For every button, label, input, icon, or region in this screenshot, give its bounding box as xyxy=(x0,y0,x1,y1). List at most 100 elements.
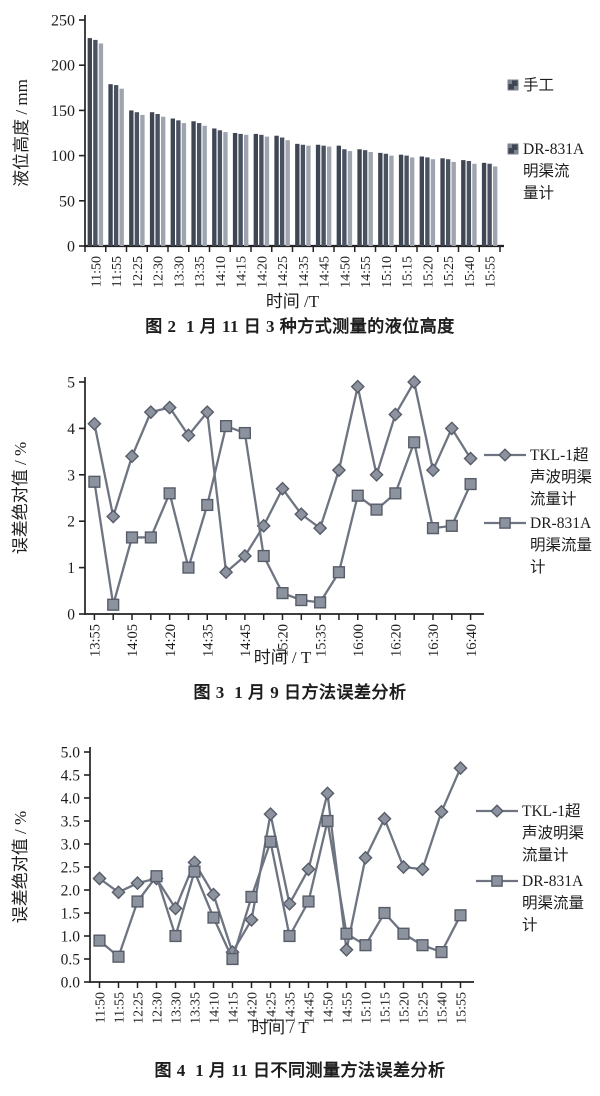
x-tick-label: 14:20 xyxy=(255,256,270,288)
x-tick-label: 14:50 xyxy=(322,992,337,1024)
y-tick-label: 4.0 xyxy=(61,791,81,808)
marker-diamond-icon xyxy=(275,481,290,496)
figure-3-line-chart: 0 1 2 3 4 5 13:55 14:05 14:20 14:35 14:45 15:20 15:3… xyxy=(0,364,600,706)
bar xyxy=(285,140,290,246)
x-axis-title: 时间 / T xyxy=(251,1018,309,1037)
bar xyxy=(155,114,160,247)
x-tick-label: 14:45 xyxy=(238,624,254,657)
bar xyxy=(253,133,258,246)
y-axis-title: 误差绝对值 / % xyxy=(11,442,30,554)
bar xyxy=(440,158,445,246)
bar xyxy=(217,130,223,246)
x-tick-label: 12:30 xyxy=(151,992,166,1024)
bar xyxy=(327,146,332,246)
x-tick-label: 15:15 xyxy=(401,256,416,288)
marker-square-icon xyxy=(340,927,353,940)
y-tick-label: 5 xyxy=(67,375,75,392)
x-tick-label: 12:25 xyxy=(132,992,147,1024)
x-tick-label: 15:10 xyxy=(380,256,395,288)
y-tick-label: 0.0 xyxy=(61,975,81,992)
x-tick-label: 15:40 xyxy=(463,256,478,288)
marker-square-icon xyxy=(257,549,270,563)
marker-square-icon xyxy=(314,596,327,609)
legend-label: DR-831A xyxy=(530,515,592,532)
bar-series xyxy=(98,43,498,247)
y-tick-label: 50 xyxy=(59,193,75,210)
marker-diamond-icon xyxy=(219,565,234,580)
marker-diamond-icon xyxy=(181,428,196,443)
marker-diamond-icon xyxy=(143,405,158,420)
marker-diamond-icon xyxy=(425,463,441,478)
x-tick-label: 11:50 xyxy=(94,992,109,1023)
bar xyxy=(306,145,311,246)
y-tick-label: 0 xyxy=(67,607,75,624)
legend-swatch-icon xyxy=(508,80,512,84)
bar xyxy=(461,160,466,246)
bar xyxy=(315,144,321,246)
x-tick-label: 14:25 xyxy=(276,256,291,288)
marker-square-icon xyxy=(131,895,144,908)
y-tick-label: 3 xyxy=(67,467,75,484)
marker-square-icon xyxy=(378,906,391,920)
bar-series xyxy=(87,38,487,247)
series-line xyxy=(93,424,472,606)
marker-diamond-icon xyxy=(444,421,459,436)
marker-square-icon xyxy=(182,561,195,574)
x-tick-label: 14:15 xyxy=(235,256,250,288)
marker-diamond-icon xyxy=(339,942,354,957)
y-tick-label: 1.5 xyxy=(61,906,81,923)
bar xyxy=(238,133,243,246)
legend-marker-diamond-icon xyxy=(498,448,512,462)
marker-square-icon xyxy=(226,952,239,966)
legend-label: DR-831A xyxy=(523,141,585,158)
bar xyxy=(481,162,487,246)
bar xyxy=(191,121,196,246)
marker-square-icon xyxy=(88,475,101,488)
marker-square-icon xyxy=(201,498,214,512)
x-tick-label: 13:55 xyxy=(88,624,104,657)
y-tick-label: 0 xyxy=(67,239,75,256)
marker-diamond-icon xyxy=(237,548,252,564)
figure-4-line-chart: 0.0 0.5 1.0 1.5 2.0 2.5 3.0 3.5 4.0 4.5 5.0 11:50 11… xyxy=(0,732,600,1084)
marker-diamond-icon xyxy=(377,811,392,826)
line-chart-error-jan11: 0.0 0.5 1.0 1.5 2.0 2.5 3.0 3.5 4.0 4.5 5.0 11:50 11… xyxy=(11,745,584,1038)
legend-label: 手工 xyxy=(523,76,554,94)
marker-diamond-icon xyxy=(294,507,309,522)
bar xyxy=(202,125,207,246)
bar xyxy=(232,133,238,246)
y-tick-label: 2 xyxy=(67,514,75,531)
bar xyxy=(223,132,228,246)
marker-diamond-icon xyxy=(87,416,102,431)
x-tick-label: 11:55 xyxy=(113,992,128,1023)
bar xyxy=(300,144,306,246)
x-tick-label: 12:25 xyxy=(131,256,146,288)
y-axis-title: 液位高度 / mm xyxy=(12,79,31,187)
y-tick-label: 3.5 xyxy=(61,814,81,831)
bar-series xyxy=(93,39,492,247)
bar xyxy=(493,166,498,246)
bar xyxy=(347,151,353,246)
bar xyxy=(410,157,415,246)
y-tick-label: 4 xyxy=(67,421,75,438)
y-tick-label: 4.5 xyxy=(61,768,81,785)
marker-diamond-icon xyxy=(124,449,140,464)
bar xyxy=(134,112,140,246)
x-tick-label: 14:10 xyxy=(214,256,229,288)
marker-square-icon xyxy=(283,929,296,943)
marker-square-icon xyxy=(302,895,315,908)
bar xyxy=(98,43,104,247)
marker-square-icon xyxy=(389,487,402,500)
marker-square-icon xyxy=(125,531,139,544)
x-tick-label: 14:10 xyxy=(208,992,223,1024)
x-tick-label: 15:15 xyxy=(379,992,394,1024)
marker-square-icon xyxy=(435,945,448,959)
bar xyxy=(451,161,456,246)
marker-square-icon xyxy=(150,870,163,883)
marker-diamond-icon xyxy=(244,912,259,927)
bar xyxy=(129,110,134,247)
marker-square-icon xyxy=(238,426,251,440)
legend-label: 声波明渠 xyxy=(530,468,592,486)
marker-diamond-icon xyxy=(320,786,335,801)
legend-label: 流量计 xyxy=(530,490,577,508)
